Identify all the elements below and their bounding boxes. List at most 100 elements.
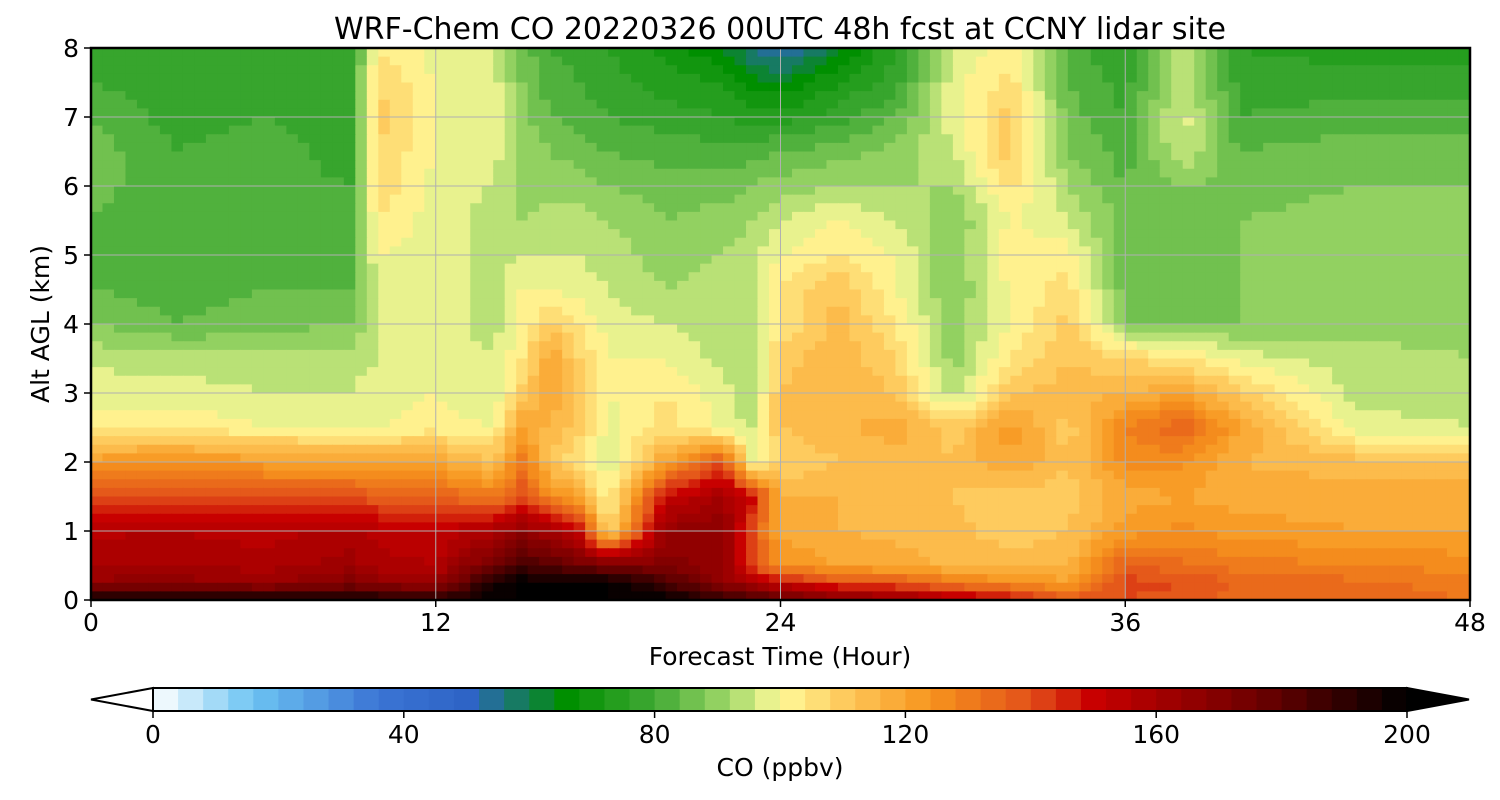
heatmap-cell (1286, 125, 1299, 135)
heatmap-cell (895, 211, 908, 222)
heatmap-cell (975, 367, 988, 377)
heatmap-cell (274, 341, 287, 351)
heatmap-cell (527, 82, 540, 92)
heatmap-cell (516, 306, 529, 316)
heatmap-cell (1044, 125, 1057, 135)
heatmap-cell (769, 108, 782, 118)
heatmap-cell (412, 125, 425, 135)
heatmap-cell (1297, 142, 1310, 153)
heatmap-cell (1010, 393, 1023, 403)
heatmap-cell (309, 134, 322, 144)
heatmap-cell (619, 65, 632, 75)
heatmap-cell (389, 82, 402, 92)
heatmap-cell (516, 151, 529, 161)
heatmap-cell (424, 108, 437, 118)
heatmap-cell (113, 194, 127, 204)
heatmap-cell (113, 108, 127, 118)
heatmap-cell (837, 56, 851, 66)
heatmap-cell (1343, 134, 1356, 144)
heatmap-cell (309, 280, 322, 291)
heatmap-cell (1447, 306, 1460, 316)
heatmap-cell (1343, 117, 1356, 127)
heatmap-cell (1297, 237, 1310, 247)
heatmap-cell (665, 108, 678, 118)
heatmap-cell (1067, 315, 1080, 325)
heatmap-cell (102, 73, 115, 84)
heatmap-cell (596, 134, 609, 144)
heatmap-cell (677, 332, 690, 342)
heatmap-cell (769, 315, 782, 325)
heatmap-cell (91, 73, 104, 84)
heatmap-cell (102, 255, 115, 265)
heatmap-cell (1458, 82, 1471, 92)
heatmap-cell (1067, 306, 1080, 316)
heatmap-cell (539, 91, 552, 101)
heatmap-cell (320, 160, 333, 170)
heatmap-cell (711, 56, 724, 66)
heatmap-cell (424, 194, 437, 204)
heatmap-cell (355, 99, 368, 109)
heatmap-cell (711, 255, 724, 265)
heatmap-cell (240, 91, 253, 101)
heatmap-cell (435, 203, 448, 213)
heatmap-cell (1378, 289, 1391, 299)
heatmap-cell (826, 99, 839, 109)
heatmap-cell (378, 177, 391, 187)
heatmap-cell (642, 73, 655, 84)
heatmap-cell (1102, 375, 1115, 385)
heatmap-cell (470, 272, 483, 282)
heatmap-cell (355, 237, 368, 247)
heatmap-cell (481, 289, 494, 299)
heatmap-cell (1366, 332, 1379, 342)
heatmap-cell (182, 108, 196, 118)
heatmap-cell (205, 108, 219, 118)
heatmap-cell (136, 289, 150, 299)
heatmap-cell (217, 160, 230, 170)
heatmap-cell (251, 384, 264, 394)
heatmap-cell (677, 125, 690, 135)
heatmap-cell (1217, 220, 1230, 230)
heatmap-cell (998, 263, 1011, 273)
heatmap-cell (987, 263, 1000, 273)
heatmap-cell (401, 82, 414, 92)
heatmap-cell (1447, 65, 1460, 75)
heatmap-cell (1366, 358, 1379, 368)
heatmap-cell (1056, 151, 1069, 161)
heatmap-cell (228, 255, 241, 265)
heatmap-cell (355, 246, 368, 256)
heatmap-cell (113, 186, 127, 196)
heatmap-cell (791, 237, 805, 247)
heatmap-cell (458, 401, 471, 411)
heatmap-cell (619, 255, 632, 265)
heatmap-cell (883, 375, 897, 385)
heatmap-cell (596, 160, 609, 170)
heatmap-cell (1332, 151, 1345, 161)
heatmap-cell (1056, 237, 1069, 247)
heatmap-cell (642, 177, 655, 187)
heatmap-cell (228, 168, 241, 178)
heatmap-cell (125, 177, 138, 187)
heatmap-cell (1309, 142, 1322, 153)
heatmap-cell (791, 203, 805, 213)
heatmap-cell (516, 56, 529, 66)
heatmap-cell (194, 99, 207, 109)
heatmap-cell (585, 272, 598, 282)
heatmap-cell (608, 298, 621, 308)
heatmap-cell (355, 73, 368, 84)
heatmap-cell (1240, 255, 1253, 265)
heatmap-cell (585, 65, 598, 75)
heatmap-cell (1217, 358, 1230, 368)
heatmap-cell (389, 142, 402, 153)
heatmap-cell (1171, 229, 1184, 239)
heatmap-cell (1056, 280, 1069, 291)
heatmap-cell (1240, 367, 1253, 377)
heatmap-cell (1389, 151, 1402, 161)
heatmap-cell (1263, 332, 1276, 342)
heatmap-cell (458, 393, 471, 403)
heatmap-cell (1309, 56, 1322, 66)
heatmap-cell (1194, 134, 1207, 144)
heatmap-cell (263, 73, 276, 84)
heatmap-cell (1125, 246, 1138, 256)
heatmap-cell (1389, 280, 1402, 291)
heatmap-cell (814, 160, 828, 170)
